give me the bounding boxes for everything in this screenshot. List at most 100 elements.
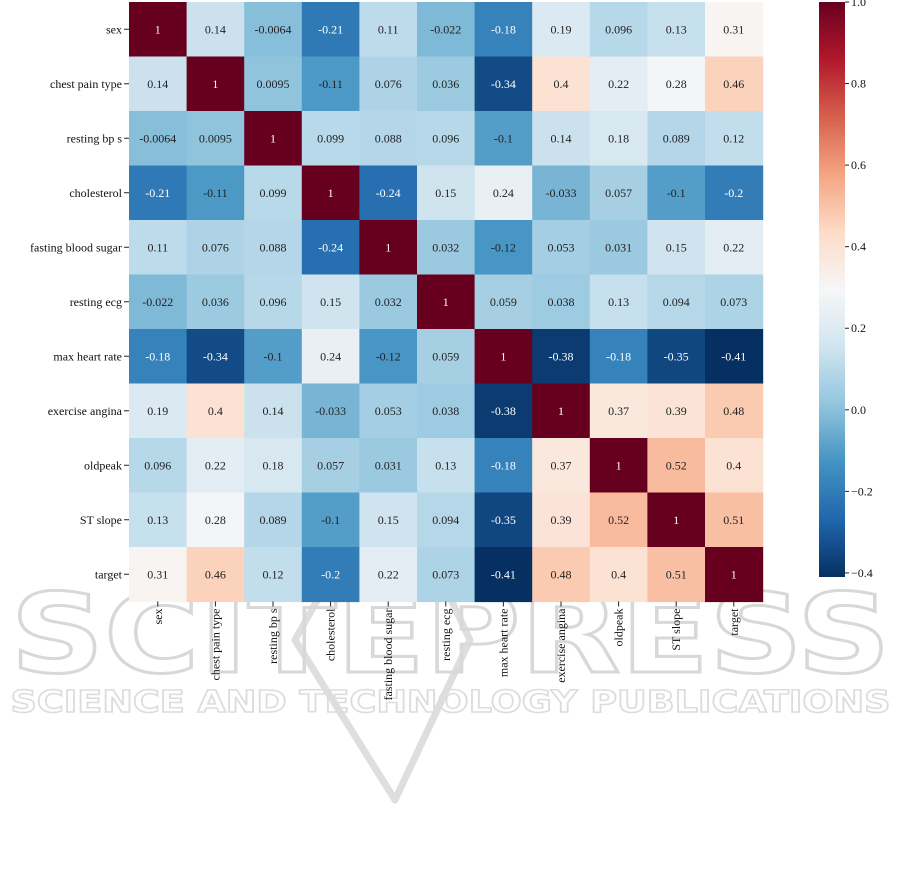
cell-value-label: 0.11	[378, 22, 399, 36]
cell-value-label: 0.15	[378, 513, 399, 527]
cell-value-label: 0.46	[723, 77, 744, 91]
cell-value-label: 0.4	[726, 458, 741, 472]
heatmap-cell	[129, 111, 188, 167]
heatmap-cell	[186, 274, 245, 330]
cell-value-label: 0.0095	[199, 131, 232, 145]
cell-value-label: 0.37	[608, 404, 629, 418]
heatmap-cell	[359, 438, 418, 494]
cell-value-label: 0.13	[608, 295, 629, 309]
heatmap-cell	[705, 220, 764, 276]
heatmap-cell	[359, 274, 418, 330]
heatmap-cell	[532, 220, 591, 276]
heatmap-cell	[589, 492, 648, 548]
heatmap-cell	[129, 547, 188, 603]
cell-value-label: 0.22	[378, 567, 399, 581]
cell-value-label: -0.41	[721, 349, 746, 363]
heatmap-cell	[186, 56, 245, 112]
heatmap-cell	[532, 547, 591, 603]
cell-value-label: 0.14	[205, 22, 226, 36]
heatmap-cell	[244, 56, 303, 112]
cell-value-label: -0.18	[491, 458, 516, 472]
cell-value-label: -0.11	[203, 186, 228, 200]
heatmap-cell	[244, 165, 303, 221]
heatmap-cell	[129, 438, 188, 494]
heatmap-cell	[301, 220, 360, 276]
cell-value-label: 0.31	[723, 22, 744, 36]
heatmap-cell	[532, 56, 591, 112]
cell-value-label: 0.4	[208, 404, 223, 418]
heatmap-cell	[186, 329, 245, 385]
x-tick-label: oldpeak	[612, 609, 626, 647]
cell-value-label: 0.12	[723, 131, 744, 145]
heatmap-cell	[186, 492, 245, 548]
colorbar-tick-label: 1.0	[851, 0, 866, 9]
heatmap-cell	[417, 383, 476, 439]
cell-value-label: 0.37	[551, 458, 572, 472]
cell-value-label: 1	[443, 295, 449, 309]
heatmap-cell	[474, 2, 533, 58]
cell-value-label: -0.2	[724, 186, 743, 200]
heatmap-cell	[417, 2, 476, 58]
heatmap-cell	[359, 492, 418, 548]
cell-value-label: 0.099	[317, 131, 344, 145]
heatmap-cell	[244, 329, 303, 385]
cell-value-label: 1	[731, 567, 737, 581]
cell-value-label: 0.22	[205, 458, 226, 472]
cell-value-label: 0.15	[666, 240, 687, 254]
y-tick-label: sex	[106, 22, 122, 36]
cell-value-label: 0.24	[320, 349, 341, 363]
heatmap-cell	[129, 383, 188, 439]
heatmap-cell	[474, 329, 533, 385]
x-tick-label: sex	[151, 609, 165, 625]
heatmap-cell	[417, 111, 476, 167]
heatmap-cell	[301, 56, 360, 112]
cell-value-label: -0.24	[376, 186, 401, 200]
heatmap-cell	[647, 329, 706, 385]
cell-value-label: 0.19	[147, 404, 168, 418]
cell-value-label: 0.39	[666, 404, 687, 418]
heatmap-cell	[244, 438, 303, 494]
x-tick-label: resting bp s	[266, 608, 280, 664]
heatmap-cell	[532, 438, 591, 494]
cell-value-label: 0.4	[554, 77, 569, 91]
cell-value-label: 1	[558, 404, 564, 418]
heatmap-cell	[705, 329, 764, 385]
heatmap-cell	[705, 2, 764, 58]
x-tick-label: fasting blood sugar	[381, 609, 395, 701]
heatmap-cell	[244, 2, 303, 58]
cell-value-label: 0.031	[605, 240, 632, 254]
heatmap-cell	[301, 383, 360, 439]
cell-value-label: -0.35	[664, 349, 689, 363]
cell-value-label: 0.22	[723, 240, 744, 254]
heatmap-cell	[244, 111, 303, 167]
cell-value-label: 0.038	[432, 404, 459, 418]
cell-value-label: -0.38	[549, 349, 574, 363]
cell-value-label: 1	[673, 513, 679, 527]
cell-value-label: 0.19	[551, 22, 572, 36]
cell-value-label: 1	[616, 458, 622, 472]
cell-value-label: -0.12	[491, 240, 516, 254]
cell-value-label: 0.076	[375, 77, 402, 91]
cell-value-label: 0.057	[317, 458, 344, 472]
heatmap-cell	[589, 56, 648, 112]
y-tick-label: resting bp s	[67, 131, 123, 145]
heatmap-cell	[359, 383, 418, 439]
heatmap-cell	[186, 111, 245, 167]
colorbar-tick-label: 0.0	[851, 403, 866, 417]
colorbar: 1.0 0.8 0.6 0.4 0.2 0.0 −0.2 −0.4	[819, 0, 873, 580]
y-tick-labels: sex chest pain type resting bp s cholestero…	[30, 22, 129, 581]
heatmap-cell	[359, 165, 418, 221]
x-tick-label: target	[727, 608, 741, 636]
cell-value-label: 0.48	[551, 567, 572, 581]
cell-value-label: 0.15	[435, 186, 456, 200]
heatmap-cell	[186, 547, 245, 603]
cell-value-label: 0.51	[723, 513, 744, 527]
cell-value-label: 0.24	[493, 186, 514, 200]
heatmap-cell	[589, 165, 648, 221]
cell-value-label: 0.13	[147, 513, 168, 527]
heatmap-cell	[359, 111, 418, 167]
heatmap-cell	[186, 438, 245, 494]
cell-value-label: 0.073	[432, 567, 459, 581]
heatmap-cell	[129, 165, 188, 221]
cell-value-label: 0.057	[605, 186, 632, 200]
